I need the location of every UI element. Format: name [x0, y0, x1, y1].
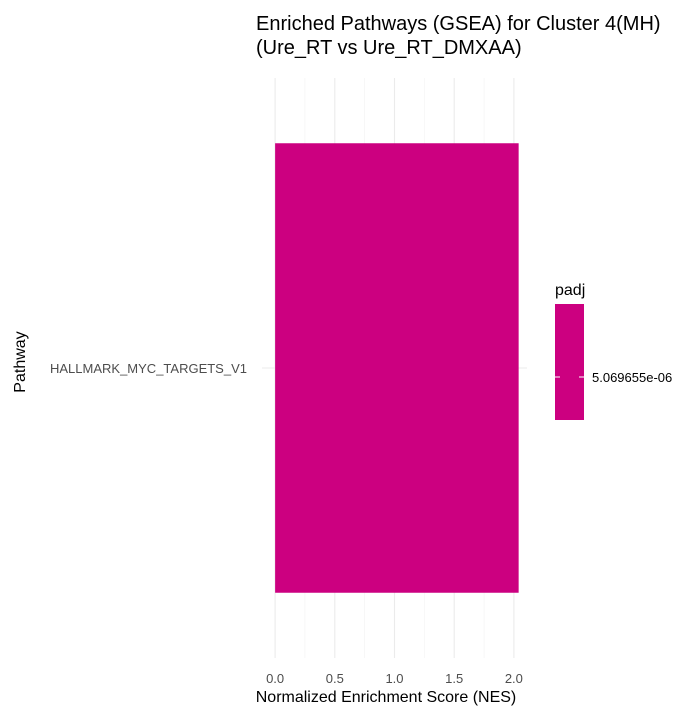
x-tick-label: 2.0 — [505, 671, 523, 686]
chart-title-line-1: Enriched Pathways (GSEA) for Cluster 4(M… — [256, 13, 661, 35]
y-tick-label: HALLMARK_MYC_TARGETS_V1 — [50, 361, 247, 376]
bar-hallmark-myc-targets-v1 — [275, 143, 519, 593]
chart-title-line-2: (Ure_RT vs Ure_RT_DMXAA) — [256, 37, 522, 59]
y-axis: Pathway — [12, 331, 29, 392]
x-axis-label: Normalized Enrichment Score (NES) — [256, 689, 517, 706]
y-tick-labels: HALLMARK_MYC_TARGETS_V1 — [50, 361, 247, 376]
legend: padj 5.069655e-06 — [555, 282, 672, 420]
chart-title: Enriched Pathways (GSEA) for Cluster 4(M… — [256, 13, 661, 59]
y-axis-label: Pathway — [12, 331, 29, 392]
bars — [275, 143, 519, 593]
x-tick-labels: 0.0 0.5 1.0 1.5 2.0 — [266, 671, 523, 686]
x-tick-label: 1.5 — [445, 671, 463, 686]
x-tick-label: 1.0 — [385, 671, 403, 686]
x-tick-label: 0.0 — [266, 671, 284, 686]
legend-color-bar — [555, 304, 584, 420]
x-tick-label: 0.5 — [326, 671, 344, 686]
legend-title: padj — [555, 282, 585, 299]
legend-label: 5.069655e-06 — [592, 370, 672, 385]
